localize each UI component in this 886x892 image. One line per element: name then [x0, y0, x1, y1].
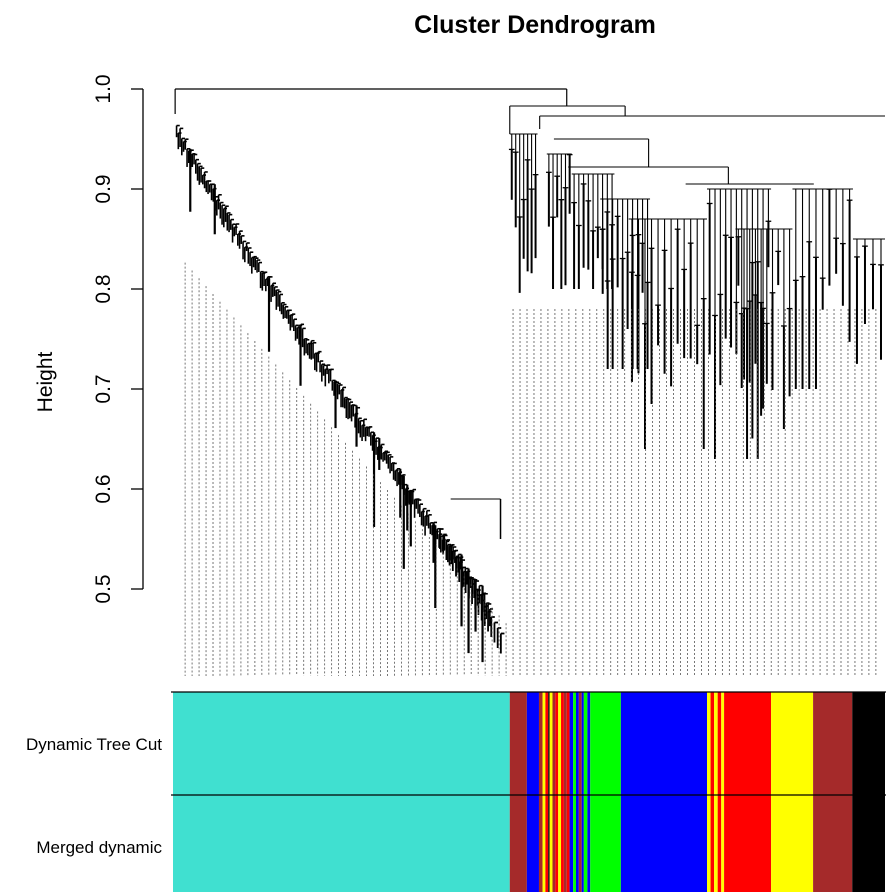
dynamic-tree-cut-segment: [575, 692, 579, 795]
dynamic-tree-cut-segment: [563, 692, 567, 795]
dynamic-tree-cut-segment: [545, 692, 549, 795]
chart-title: Cluster Dendrogram: [414, 11, 656, 39]
merged-dynamic-segment: [714, 795, 718, 892]
merged-dynamic-segment: [710, 795, 715, 892]
merged-dynamic-segment: [549, 795, 553, 892]
merged-dynamic-segment: [771, 795, 814, 892]
dynamic-tree-cut-segment: [561, 692, 564, 795]
dynamic-tree-cut-segment: [707, 692, 711, 795]
dynamic-tree-cut-segment: [717, 692, 722, 795]
dynamic-tree-cut-segment: [542, 692, 546, 795]
merged-dynamic-segment: [581, 795, 584, 892]
merged-dynamic-segment: [545, 795, 549, 892]
y-axis: 0.5 0.6 0.7 0.8 0.9 1.0: [92, 74, 144, 604]
merged-dynamic-segment: [575, 795, 579, 892]
y-tick-label: 0.5: [92, 574, 115, 603]
dynamic-tree-cut-segment: [573, 692, 576, 795]
dynamic-tree-cut-segment: [724, 692, 772, 795]
merged-dynamic-segment: [721, 795, 725, 892]
dynamic-tree-cut-segment: [620, 692, 707, 795]
merged-dynamic-segment: [173, 795, 510, 892]
merged-dynamic-segment: [717, 795, 722, 892]
dynamic-tree-cut-segment: [548, 692, 550, 795]
merged-dynamic-label: Merged dynamic: [36, 838, 162, 857]
merged-dynamic-segment: [590, 795, 621, 892]
dendrogram-tree: [174, 88, 885, 676]
merged-dynamic-segment: [587, 795, 591, 892]
merged-dynamic-segment: [573, 795, 576, 892]
merged-dynamic-segment: [569, 795, 574, 892]
merged-dynamic-segment: [707, 795, 711, 892]
y-tick-label: 0.9: [92, 174, 115, 203]
dynamic-tree-cut-segment: [509, 692, 527, 795]
dynamic-tree-cut-segment: [583, 692, 588, 795]
merged-dynamic-segment: [578, 795, 582, 892]
y-tick-label: 0.6: [92, 474, 115, 503]
dynamic-tree-cut-segment: [173, 692, 510, 795]
merged-dynamic-segment: [552, 795, 556, 892]
merged-dynamic-segment: [813, 795, 853, 892]
dynamic-tree-cut-segment: [526, 692, 539, 795]
merged-dynamic-segment: [583, 795, 588, 892]
dynamic-tree-cut-segment: [590, 692, 621, 795]
y-tick-label: 1.0: [92, 74, 115, 103]
dynamic-tree-cut-segment: [771, 692, 814, 795]
merged-dynamic-segment: [563, 795, 567, 892]
dynamic-tree-cut-segment: [710, 692, 715, 795]
dynamic-tree-cut-segment: [714, 692, 718, 795]
y-tick-label: 0.7: [92, 374, 115, 403]
dynamic-tree-cut-segment: [813, 692, 853, 795]
merged-dynamic-segment: [548, 795, 550, 892]
merged-dynamic-segment: [561, 795, 564, 892]
merged-dynamic-segment: [566, 795, 570, 892]
module-row-labels: Dynamic Tree Cut Merged dynamic: [26, 735, 163, 857]
merged-dynamic-segment: [852, 795, 885, 892]
merged-dynamic-segment: [538, 795, 543, 892]
module-color-bars: [171, 691, 886, 892]
merged-dynamic-segment: [558, 795, 562, 892]
dynamic-tree-cut-segment: [558, 692, 562, 795]
merged-dynamic-segment: [542, 795, 546, 892]
merged-dynamic-segment: [724, 795, 772, 892]
dynamic-tree-cut-segment: [581, 692, 584, 795]
merged-dynamic-segment: [620, 795, 707, 892]
merged-dynamic-segment: [526, 795, 539, 892]
dynamic-tree-cut-segment: [538, 692, 543, 795]
dynamic-tree-cut-label: Dynamic Tree Cut: [26, 735, 162, 754]
y-axis-label: Height: [34, 351, 57, 412]
dynamic-tree-cut-segment: [549, 692, 553, 795]
dynamic-tree-cut-segment: [569, 692, 574, 795]
merged-dynamic-segment: [555, 795, 559, 892]
dynamic-tree-cut-segment: [587, 692, 591, 795]
dynamic-tree-cut-segment: [578, 692, 582, 795]
dynamic-tree-cut-segment: [852, 692, 885, 795]
dynamic-tree-cut-segment: [555, 692, 559, 795]
dynamic-tree-cut-segment: [552, 692, 556, 795]
dynamic-tree-cut-segment: [721, 692, 725, 795]
merged-dynamic-segment: [509, 795, 527, 892]
y-tick-label: 0.8: [92, 274, 115, 303]
dynamic-tree-cut-segment: [566, 692, 570, 795]
